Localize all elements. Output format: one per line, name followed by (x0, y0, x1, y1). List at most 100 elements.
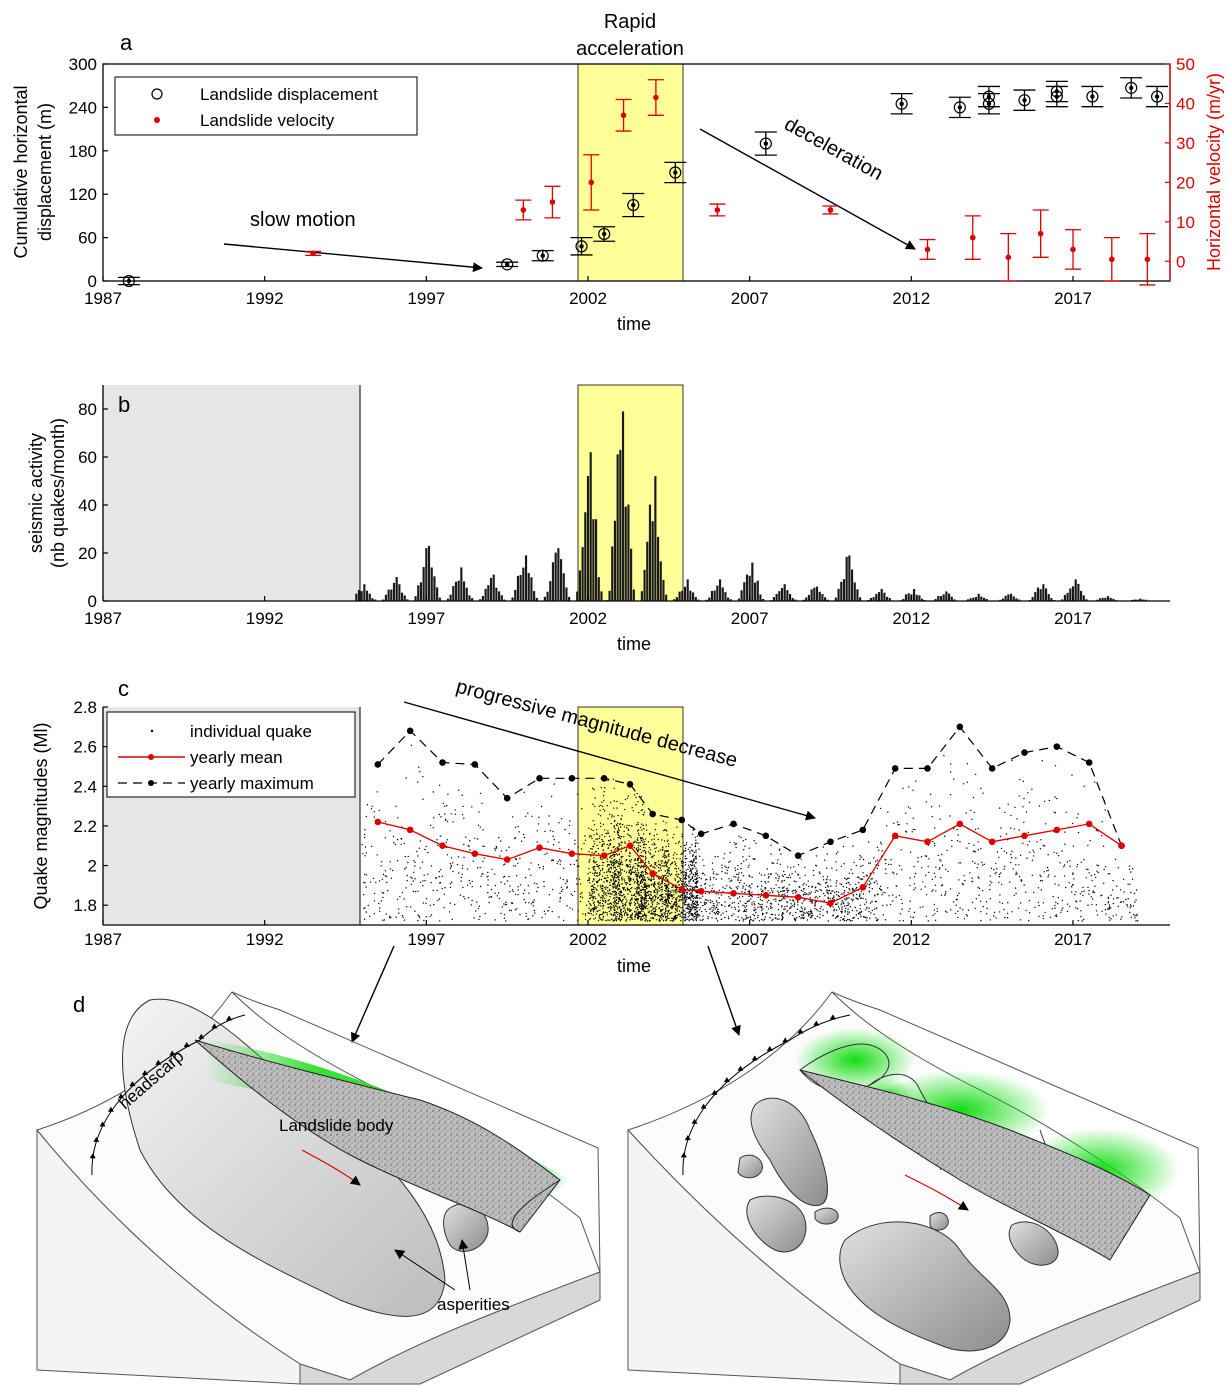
x-tick-label: 2007 (731, 609, 769, 628)
quake-point (1109, 919, 1111, 921)
quake-point (618, 871, 620, 874)
quake-point (827, 897, 829, 900)
quake-point (698, 914, 701, 917)
quake-point (665, 874, 667, 876)
quake-point (667, 879, 669, 881)
quake-point (614, 827, 616, 830)
quake-point (932, 889, 934, 891)
quake-point (913, 876, 916, 878)
quake-point (769, 905, 772, 908)
quake-point (693, 859, 695, 861)
quake-point (618, 893, 620, 895)
quake-point (556, 862, 558, 865)
quake-point (602, 841, 604, 843)
quake-point (600, 886, 602, 888)
quake-point (619, 870, 621, 872)
quake-point (751, 902, 753, 904)
quake-point (503, 903, 505, 905)
quake-point (639, 882, 641, 884)
quake-point (847, 891, 849, 893)
quake-point (735, 873, 738, 875)
quake-point (1092, 890, 1095, 892)
quake-point (672, 903, 675, 905)
quake-point (787, 909, 789, 912)
quake-point (1049, 916, 1052, 918)
quake-point (666, 872, 668, 874)
quake-point (524, 889, 526, 891)
quake-point (749, 892, 751, 894)
quake-point (476, 867, 479, 869)
x-tick-label: 2002 (569, 930, 607, 949)
quake-point (1129, 907, 1131, 909)
quake-point (613, 891, 615, 893)
quake-point (662, 896, 664, 899)
quake-point (676, 916, 678, 919)
quake-point (925, 915, 928, 917)
quake-point (819, 872, 821, 875)
quake-point (684, 895, 686, 897)
quake-point (565, 882, 567, 884)
quake-point (631, 868, 634, 870)
quake-point (635, 891, 638, 893)
quake-point (634, 840, 636, 842)
quake-point (824, 859, 826, 861)
quake-point (607, 779, 609, 782)
yearly-mean-point (649, 870, 656, 877)
quake-point (667, 887, 670, 889)
quake-point (1045, 823, 1047, 825)
quake-point (783, 886, 785, 888)
quake-point (618, 842, 620, 845)
quake-point (591, 852, 593, 854)
quake-point (931, 890, 933, 893)
quake-point (1011, 759, 1013, 762)
seismic-bar (966, 599, 969, 601)
seismic-bar (419, 582, 423, 601)
quake-point (1087, 904, 1089, 906)
quake-point (1107, 897, 1110, 899)
quake-point (390, 877, 393, 879)
quake-point (868, 910, 870, 913)
quake-point (1005, 833, 1008, 835)
quake-point (429, 904, 431, 907)
quake-point (624, 909, 626, 911)
quake-point (533, 899, 535, 901)
y-axis-c: 1.822.22.42.62.8 (73, 698, 108, 915)
quake-point (693, 902, 696, 904)
quake-point (373, 913, 375, 915)
seismic-bar (780, 587, 784, 601)
quake-point (980, 787, 982, 790)
seismic-bar (745, 574, 749, 601)
quake-point (673, 889, 675, 891)
quake-point (777, 859, 779, 861)
quake-point (643, 828, 645, 830)
quake-point (753, 840, 755, 842)
quake-point (644, 913, 646, 916)
quake-point (620, 857, 623, 859)
quake-point (609, 842, 611, 845)
quake-point (382, 892, 385, 894)
quake-point (811, 902, 813, 904)
quake-point (734, 843, 737, 846)
quake-point (838, 895, 840, 898)
quake-point (675, 905, 677, 908)
asperity-right-5 (839, 1221, 1011, 1352)
quake-point (593, 866, 595, 868)
quake-point (721, 904, 723, 907)
quake-point (648, 894, 650, 896)
quake-point (438, 813, 441, 816)
quake-point (385, 913, 387, 915)
quake-point (766, 906, 768, 908)
quake-point (574, 843, 576, 845)
quake-point (679, 915, 681, 917)
quake-point (642, 843, 645, 846)
quake-point (570, 893, 572, 895)
quake-point (788, 874, 791, 876)
displacement-point (1150, 90, 1164, 103)
quake-point (668, 872, 670, 875)
quake-point (722, 912, 724, 914)
quake-point (1093, 891, 1096, 894)
quake-point (685, 878, 688, 880)
yearly-mean-point (697, 888, 705, 895)
quake-point (471, 880, 473, 883)
quake-point (794, 918, 796, 921)
